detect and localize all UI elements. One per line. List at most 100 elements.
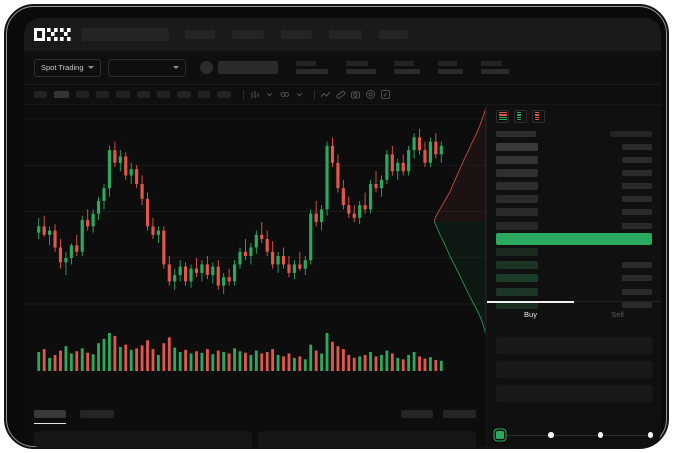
orderbook-mode-line bbox=[516, 114, 521, 116]
settings-gear-icon[interactable] bbox=[365, 89, 376, 100]
orders-action-1[interactable] bbox=[401, 410, 433, 418]
order-form-field-2[interactable] bbox=[496, 361, 653, 378]
toolbar-divider bbox=[243, 89, 244, 100]
line-chart-icon[interactable] bbox=[320, 89, 331, 100]
orderbook-both-icon[interactable] bbox=[496, 109, 509, 123]
ticker-stat-3 bbox=[393, 61, 420, 74]
orderbook-mode-line bbox=[516, 116, 521, 118]
search-input[interactable] bbox=[81, 28, 169, 41]
nav-item-4[interactable] bbox=[329, 30, 362, 39]
chevron-down-icon bbox=[87, 66, 94, 69]
onboarding-stepper[interactable] bbox=[496, 429, 654, 441]
orders-panel-right[interactable] bbox=[258, 431, 476, 447]
ticker-stat-1 bbox=[295, 61, 328, 74]
ask-amount-cell bbox=[622, 156, 652, 163]
ask-price-cell bbox=[496, 208, 538, 217]
orderbook-mode-line bbox=[534, 114, 539, 116]
nav-item-5[interactable] bbox=[379, 30, 408, 39]
order-form-field-1[interactable] bbox=[496, 337, 653, 354]
stepper-node-3[interactable] bbox=[597, 432, 604, 438]
nav-item-3[interactable] bbox=[281, 30, 312, 39]
timeframe-button-5[interactable] bbox=[116, 91, 130, 98]
col-header-amount bbox=[610, 131, 652, 137]
ask-amount-cell bbox=[622, 183, 652, 190]
fullscreen-icon[interactable] bbox=[380, 89, 391, 100]
order-book[interactable] bbox=[487, 127, 661, 309]
order-book-rows bbox=[496, 142, 652, 309]
trading-pair-select[interactable] bbox=[107, 58, 186, 77]
timeframe-button-7[interactable] bbox=[157, 91, 170, 98]
order-book-ask-row[interactable] bbox=[496, 221, 652, 230]
timeframe-button-3[interactable] bbox=[76, 91, 89, 98]
order-book-bid-row[interactable] bbox=[496, 287, 652, 296]
indicators-icon[interactable] bbox=[279, 89, 290, 100]
order-book-bid-row[interactable] bbox=[496, 300, 652, 309]
ticker-stat-value bbox=[480, 69, 509, 74]
order-book-spread-row[interactable] bbox=[496, 232, 652, 245]
order-book-ask-row[interactable] bbox=[496, 182, 652, 191]
product-type-label: Spot Trading bbox=[41, 63, 84, 72]
candlestick-icon[interactable] bbox=[249, 89, 260, 100]
chevron-down-icon[interactable] bbox=[264, 89, 275, 100]
orders-action-2[interactable] bbox=[443, 410, 476, 418]
orderbook-mode-line bbox=[516, 118, 521, 120]
orders-tab-1[interactable] bbox=[34, 410, 66, 424]
stepper-node-4[interactable] bbox=[647, 432, 654, 438]
ticker-stat-value bbox=[295, 69, 328, 74]
orderbook-asks-icon[interactable] bbox=[532, 109, 545, 123]
header-nav bbox=[185, 30, 425, 39]
order-book-bid-row[interactable] bbox=[496, 248, 652, 257]
device-frame: OKX Spot Trading bbox=[4, 4, 669, 449]
logo-o-icon bbox=[34, 28, 45, 41]
nav-item-2[interactable] bbox=[232, 30, 264, 39]
bid-amount-cell bbox=[622, 262, 652, 269]
ask-price-cell bbox=[496, 168, 538, 177]
ask-amount-cell bbox=[622, 222, 652, 229]
ticker-stat-value bbox=[437, 69, 463, 74]
product-type-select[interactable]: Spot Trading bbox=[34, 58, 101, 77]
timeframe-button-2[interactable] bbox=[54, 91, 69, 98]
order-book-ask-row[interactable] bbox=[496, 208, 652, 217]
volume-histogram-chart[interactable] bbox=[24, 327, 486, 377]
order-book-ask-row[interactable] bbox=[496, 142, 652, 151]
ticker-stats bbox=[278, 61, 509, 74]
nav-item-1[interactable] bbox=[185, 30, 215, 39]
bid-amount-cell bbox=[622, 288, 652, 295]
timeframe-button-10[interactable] bbox=[217, 91, 231, 98]
timeframe-button-1[interactable] bbox=[34, 91, 47, 98]
order-book-ask-row[interactable] bbox=[496, 195, 652, 204]
order-book-bid-row[interactable] bbox=[496, 261, 652, 270]
timeframe-button-8[interactable] bbox=[177, 91, 191, 98]
timeframe-button-9[interactable] bbox=[198, 91, 210, 98]
orders-tab-2[interactable] bbox=[80, 410, 114, 418]
camera-icon[interactable] bbox=[350, 89, 361, 100]
orders-panel-left[interactable] bbox=[34, 431, 252, 447]
chart-column bbox=[24, 105, 486, 447]
market-depth-overlay bbox=[434, 107, 486, 335]
timeframe-button-4[interactable] bbox=[96, 91, 109, 98]
orderbook-mode-line bbox=[534, 118, 539, 120]
tab-buy[interactable]: Buy bbox=[487, 301, 574, 326]
chevron-down-icon[interactable] bbox=[294, 89, 305, 100]
bid-price-cell bbox=[496, 261, 538, 270]
order-book-bid-row[interactable] bbox=[496, 274, 652, 283]
orders-tabs-left bbox=[34, 410, 128, 424]
ask-amount-cell bbox=[622, 169, 652, 176]
price-candlestick-chart[interactable] bbox=[24, 105, 486, 320]
orderbook-bids-icon[interactable] bbox=[514, 109, 527, 123]
ruler-measure-icon[interactable] bbox=[335, 89, 346, 100]
ticker-stat-label bbox=[437, 61, 457, 66]
okx-logo[interactable]: OKX bbox=[34, 28, 71, 41]
bid-price-cell bbox=[496, 287, 538, 296]
orders-tab-bar bbox=[24, 403, 486, 425]
stepper-node-1[interactable] bbox=[496, 431, 504, 439]
order-book-ask-row[interactable] bbox=[496, 155, 652, 164]
market-sub-header: Spot Trading bbox=[24, 51, 661, 85]
timeframe-button-6[interactable] bbox=[137, 91, 150, 98]
stepper-node-2[interactable] bbox=[548, 432, 554, 438]
order-book-ask-row[interactable] bbox=[496, 168, 652, 177]
tab-sell[interactable]: Sell bbox=[611, 309, 624, 319]
bid-amount-cell bbox=[622, 275, 652, 282]
order-form-field-3[interactable] bbox=[496, 385, 653, 402]
chevron-down-icon bbox=[172, 66, 179, 69]
